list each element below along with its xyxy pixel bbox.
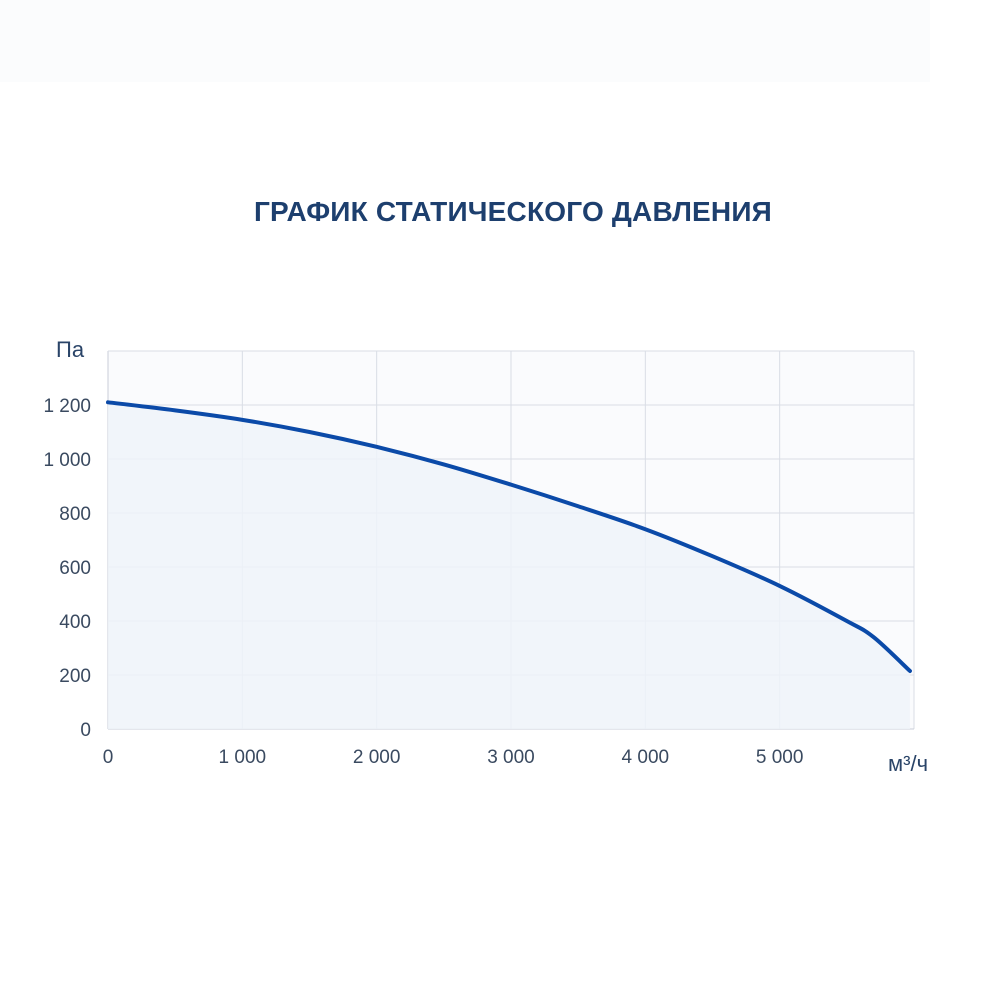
- x-tick-label: 1 000: [219, 747, 267, 768]
- y-tick-label: 400: [59, 612, 91, 633]
- x-tick-label: 0: [103, 747, 114, 768]
- y-tick-label: 200: [59, 666, 91, 687]
- x-tick-label: 4 000: [622, 747, 670, 768]
- x-tick-label: 3 000: [487, 747, 535, 768]
- chart-title: ГРАФИК СТАТИЧЕСКОГО ДАВЛЕНИЯ: [253, 196, 772, 227]
- y-tick-label: 0: [80, 720, 91, 741]
- y-axis-label: Па: [56, 337, 85, 362]
- series-area: [108, 402, 910, 729]
- x-tick-label: 5 000: [756, 747, 804, 768]
- y-tick-label: 1 200: [43, 396, 91, 417]
- ticks: 0 1 000 2 000 3 000 4 000 5 000 0 200 400 600 800 1…: [43, 396, 803, 768]
- x-axis-label: м³/ч: [888, 751, 928, 776]
- x-tick-label: 2 000: [353, 747, 401, 768]
- y-tick-label: 800: [59, 504, 91, 525]
- y-tick-label: 600: [59, 558, 91, 579]
- series-line: [106, 400, 912, 673]
- marks: [106, 400, 912, 729]
- y-tick-label: 1 000: [43, 450, 91, 471]
- top-band: [0, 0, 930, 82]
